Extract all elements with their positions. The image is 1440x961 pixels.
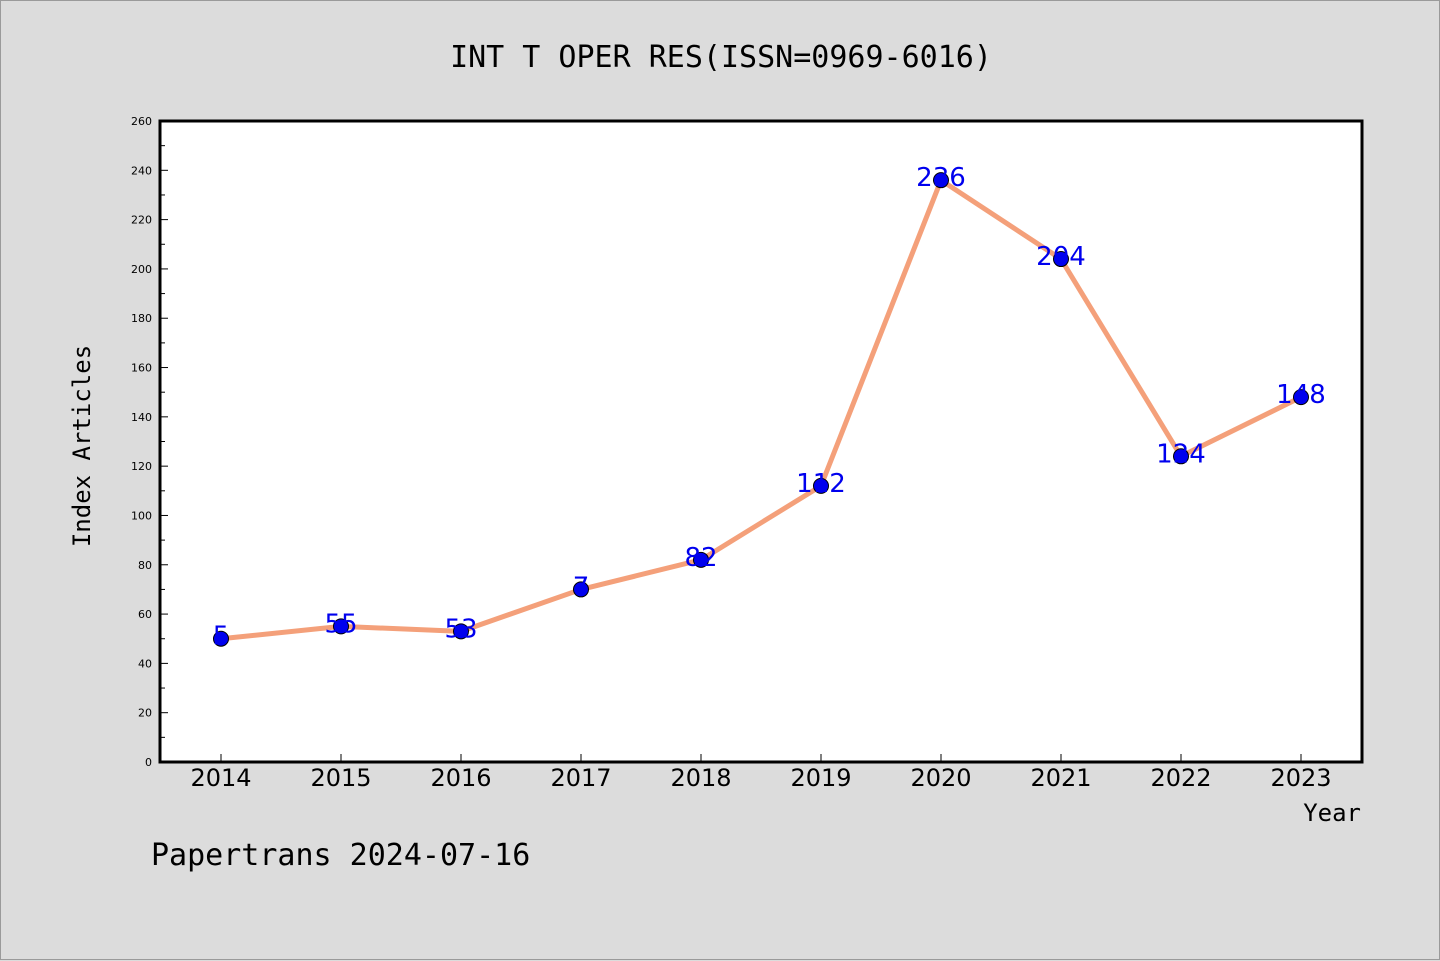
y-tick-label: 260	[131, 115, 152, 128]
x-tick-label: 2019	[790, 764, 851, 792]
data-point	[1173, 448, 1189, 465]
data-label: 53	[444, 614, 477, 644]
y-tick-label: 100	[131, 509, 152, 522]
data-label: 7	[573, 572, 590, 602]
x-tick-label: 2015	[310, 764, 371, 792]
x-tick-label: 2021	[1030, 764, 1091, 792]
x-tick-label: 2018	[670, 764, 731, 792]
y-tick-label: 40	[138, 657, 152, 670]
chart-title: INT T OPER RES(ISSN=0969-6016)	[450, 40, 992, 75]
y-tick-label: 200	[131, 263, 152, 276]
data-point	[333, 618, 349, 635]
footer-credit: Papertrans 2024-07-16	[151, 838, 530, 873]
data-point	[573, 581, 589, 598]
data-label: 148	[1276, 380, 1326, 410]
y-axis-title: Index Articles	[68, 345, 96, 547]
x-axis: 2014 2015 2016 2017 2018 2019 2020 2021 2022 2023	[190, 754, 1332, 792]
data-label: 124	[1156, 439, 1206, 469]
x-tick-label: 2020	[910, 764, 971, 792]
y-tick-label: 180	[131, 312, 152, 325]
data-point	[1293, 389, 1309, 406]
data-point	[453, 623, 469, 640]
plot-area	[158, 119, 1364, 764]
series	[213, 172, 1309, 647]
data-label: 55	[324, 609, 357, 639]
data-label: 5	[213, 622, 230, 652]
x-axis-title: Year	[1303, 799, 1361, 827]
y-tick-label: 140	[131, 411, 152, 424]
y-tick-label: 220	[131, 214, 152, 227]
x-tick-label: 2016	[430, 764, 491, 792]
data-point	[813, 477, 829, 494]
data-label: 112	[796, 469, 846, 499]
y-axis: 0 20 40 60 80 100 120 140 160 180 200 220 240 260	[131, 115, 168, 769]
data-label: 236	[916, 163, 966, 193]
y-tick-label: 20	[138, 707, 152, 720]
data-point	[1053, 251, 1069, 268]
y-tick-label: 60	[138, 608, 152, 621]
data-label: 82	[684, 543, 717, 573]
y-tick-label: 0	[145, 756, 152, 769]
y-tick-label: 120	[131, 460, 152, 473]
x-tick-label: 2023	[1270, 764, 1331, 792]
y-tick-label: 240	[131, 164, 152, 177]
data-label: 204	[1036, 242, 1086, 272]
y-tick-label: 160	[131, 362, 152, 375]
series-line	[218, 177, 1304, 642]
x-tick-label: 2017	[550, 764, 611, 792]
x-tick-label: 2022	[1150, 764, 1211, 792]
y-tick-label: 80	[138, 559, 152, 572]
x-tick-label: 2014	[190, 764, 251, 792]
data-point	[213, 630, 229, 647]
data-point	[933, 172, 949, 189]
data-point	[693, 551, 709, 568]
